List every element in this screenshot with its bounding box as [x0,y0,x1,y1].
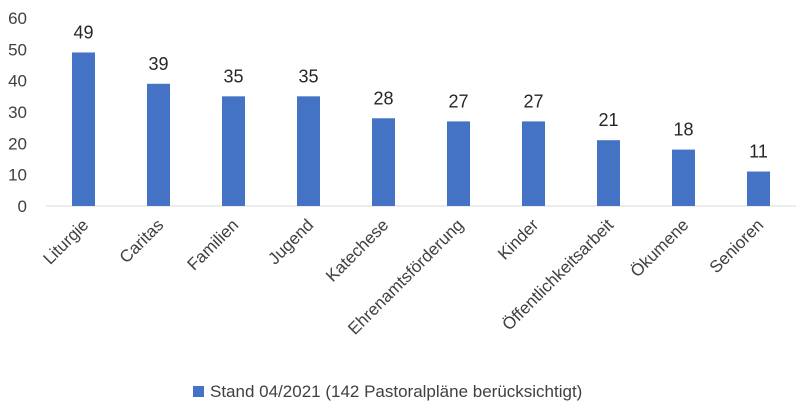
bar [297,96,320,206]
data-labels: 49 39 35 35 28 27 27 21 18 11 [73,22,767,161]
bar [447,121,470,206]
data-label: 27 [523,91,543,111]
data-label: 28 [373,88,393,108]
data-label: 27 [448,91,468,111]
data-label: 18 [673,120,693,140]
y-tick-label: 0 [18,197,27,216]
legend-swatch [193,386,204,397]
data-label: 49 [73,22,93,42]
data-label: 21 [598,110,618,130]
y-tick-label: 50 [8,40,27,59]
data-label: 39 [148,54,168,74]
data-label: 35 [298,66,318,86]
bar [747,171,770,206]
bar-series [72,52,770,206]
x-tick-label: Jugend [264,215,317,268]
y-tick-label: 20 [8,134,27,153]
bar [222,96,245,206]
y-tick-label: 60 [8,9,27,28]
x-tick-label: Kinder [494,215,542,263]
bar [72,52,95,206]
x-tick-label: Familien [183,215,242,274]
x-tick-label: Liturgie [39,215,92,268]
legend-label: Stand 04/2021 (142 Pastoralpläne berücks… [210,382,582,401]
bar [147,83,170,206]
data-label: 35 [223,66,243,86]
bar [372,118,395,206]
data-label: 11 [749,142,768,162]
y-tick-label: 30 [8,103,27,122]
bar [597,140,620,206]
x-tick-label: Katechese [322,215,392,285]
bar [522,121,545,206]
x-tick-label: Ökumene [627,215,693,281]
y-axis: 0 10 20 30 40 50 60 [8,9,27,216]
y-tick-label: 10 [8,166,27,185]
x-tick-label: Caritas [116,215,168,267]
x-tick-label: Senioren [706,215,768,277]
bar [672,149,695,206]
legend: Stand 04/2021 (142 Pastoralpläne berücks… [193,382,582,401]
x-axis: Liturgie Caritas Familien Jugend KatecheseEh… [39,215,767,338]
y-tick-label: 40 [8,72,27,91]
